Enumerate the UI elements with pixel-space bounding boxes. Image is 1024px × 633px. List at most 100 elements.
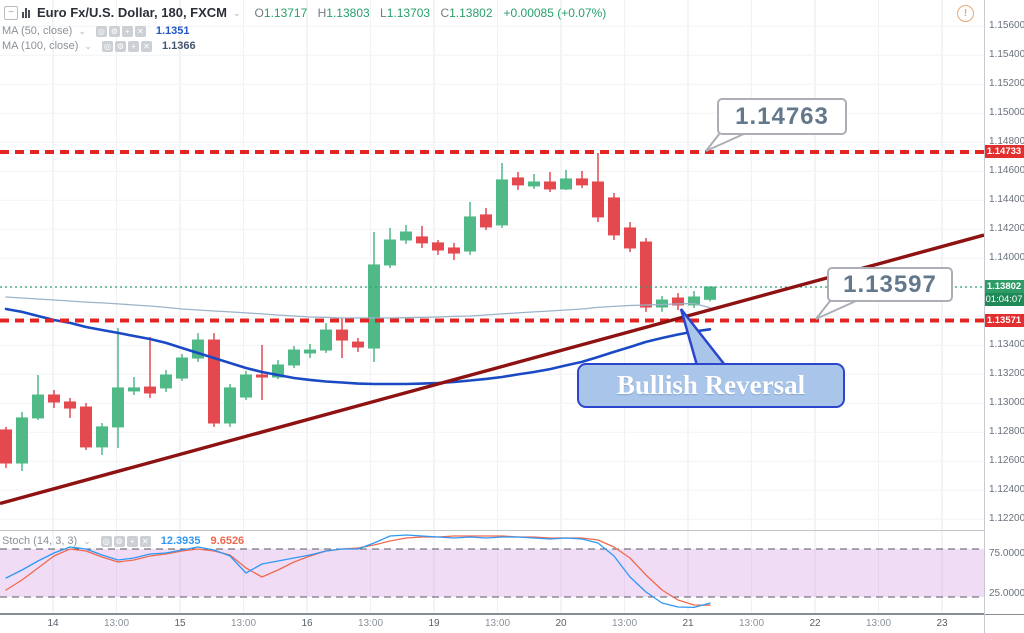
bullish-reversal-balloon[interactable]: Bullish Reversal	[577, 363, 845, 408]
time-tick-date: 22	[809, 618, 821, 629]
candle-body[interactable]	[592, 181, 604, 218]
chevron-down-icon[interactable]: ⌄	[78, 26, 86, 36]
candle-body[interactable]	[128, 387, 140, 392]
price-tick-label: 1.13000	[989, 397, 1024, 409]
candle-body[interactable]	[656, 299, 668, 308]
candle-body[interactable]	[288, 349, 300, 366]
candle-body[interactable]	[464, 216, 476, 252]
ma100-plus-icon[interactable]: +	[127, 40, 139, 52]
ma50-plus-icon[interactable]: +	[121, 25, 133, 37]
support-price-label: 1.13571	[984, 313, 1024, 327]
candle-body[interactable]	[544, 181, 556, 190]
candle-body[interactable]	[512, 177, 524, 186]
candle-body[interactable]	[224, 387, 236, 424]
ohlc-readout: O1.13717 H1.13803 L1.13703 C1.13802	[255, 6, 493, 20]
bar-chart-icon	[22, 7, 30, 18]
stoch-plus-icon[interactable]: +	[126, 535, 138, 547]
stoch-d-line	[5, 535, 711, 606]
price-tick-label: 1.14400	[989, 194, 1024, 206]
candle-body[interactable]	[112, 387, 124, 428]
ma50-value: 1.1351	[155, 25, 190, 37]
candle-body[interactable]	[496, 179, 508, 226]
time-tick-date: 14	[47, 618, 59, 629]
ma50-legend-row: MA (50, close) ⌄ ◎ ⚙ + ✕ 1.1351	[2, 24, 190, 38]
candle-body[interactable]	[608, 197, 620, 236]
support-callout[interactable]: 1.13597	[827, 267, 953, 302]
candle-body[interactable]	[32, 394, 44, 419]
candle-body[interactable]	[176, 357, 188, 379]
time-tick-hour: 13:00	[230, 618, 257, 629]
candle-body[interactable]	[640, 241, 652, 308]
candle-body[interactable]	[240, 374, 252, 398]
bar-countdown-label: 01:04:07	[984, 293, 1024, 307]
candle-body[interactable]	[192, 339, 204, 359]
candle-body[interactable]	[272, 364, 284, 378]
candle-body[interactable]	[688, 296, 700, 306]
candle-body[interactable]	[208, 339, 220, 424]
ma50-close-icon[interactable]: ✕	[134, 25, 146, 37]
time-axis[interactable]: 14 13:00 15 13:00 16 13:00 19 13:00 20 13:00 21 13:…	[0, 615, 984, 633]
ma100-value: 1.1366	[161, 40, 196, 52]
candle-body[interactable]	[48, 394, 60, 403]
open-label: O	[254, 5, 264, 20]
stoch-gear-icon[interactable]: ⚙	[113, 535, 125, 547]
candle-body[interactable]	[352, 341, 364, 348]
low-label: L	[380, 5, 387, 20]
candle-body[interactable]	[560, 178, 572, 190]
warning-icon[interactable]: !	[957, 5, 974, 22]
ma50-label[interactable]: MA (50, close)	[2, 25, 73, 37]
candle-body[interactable]	[80, 406, 92, 448]
symbol-title[interactable]: Euro Fx/U.S. Dollar, 180, FXCM	[37, 5, 227, 20]
chevron-down-icon[interactable]: ⌄	[83, 536, 91, 546]
chevron-down-icon[interactable]: ⌄	[233, 7, 241, 18]
candle-body[interactable]	[416, 236, 428, 244]
price-tick-label: 1.15000	[989, 107, 1024, 119]
ma50-line	[4, 307, 712, 386]
price-axis[interactable]: 1.14733 1.13802 01:04:07 1.13571 1.15600…	[984, 0, 1024, 614]
candle-body[interactable]	[672, 297, 684, 306]
candle-body[interactable]	[256, 374, 268, 378]
stoch-legend-buttons: ◎ ⚙ + ✕	[100, 535, 151, 547]
candle-body[interactable]	[704, 286, 716, 300]
candle-body[interactable]	[448, 247, 460, 254]
candle-body[interactable]	[384, 239, 396, 266]
candle-body[interactable]	[528, 181, 540, 187]
trendline[interactable]	[0, 233, 984, 506]
price-tick-label: 1.14800	[989, 136, 1024, 148]
candle-body[interactable]	[368, 264, 380, 349]
ma100-gear-icon[interactable]: ⚙	[114, 40, 126, 52]
candle-body[interactable]	[400, 231, 412, 241]
ma100-close-icon[interactable]: ✕	[140, 40, 152, 52]
candle-body[interactable]	[576, 178, 588, 186]
candle-body[interactable]	[304, 349, 316, 354]
close-value: 1.13802	[449, 5, 493, 20]
time-tick-hour: 13:00	[103, 618, 130, 629]
chart-canvas[interactable]	[0, 0, 984, 614]
candle-body[interactable]	[64, 401, 76, 409]
pane-separator[interactable]	[0, 530, 1024, 531]
ma50-gear-icon[interactable]: ⚙	[108, 25, 120, 37]
time-tick-date: 15	[174, 618, 186, 629]
change-value: +0.00085 (+0.07%)	[503, 5, 607, 20]
candle-body[interactable]	[432, 242, 444, 251]
stoch-close-icon[interactable]: ✕	[139, 535, 151, 547]
candle-body[interactable]	[96, 426, 108, 448]
stoch-eye-icon[interactable]: ◎	[100, 535, 112, 547]
candle-body[interactable]	[320, 329, 332, 351]
time-tick-hour: 13:00	[357, 618, 384, 629]
candle-body[interactable]	[16, 417, 28, 464]
candle-body[interactable]	[160, 374, 172, 389]
stoch-label[interactable]: Stoch (14, 3, 3)	[2, 535, 78, 547]
candle-body[interactable]	[336, 329, 348, 341]
collapse-icon[interactable]: −	[4, 5, 18, 20]
ma100-eye-icon[interactable]: ◎	[101, 40, 113, 52]
candle-body[interactable]	[144, 386, 156, 394]
price-tick-label: 1.13200	[989, 368, 1024, 380]
candle-body[interactable]	[0, 429, 12, 464]
chevron-down-icon[interactable]: ⌄	[84, 41, 92, 51]
ma50-eye-icon[interactable]: ◎	[95, 25, 107, 37]
ma100-label[interactable]: MA (100, close)	[2, 40, 79, 52]
resistance-callout[interactable]: 1.14763	[717, 98, 847, 135]
candle-body[interactable]	[480, 214, 492, 228]
candle-body[interactable]	[624, 227, 636, 249]
